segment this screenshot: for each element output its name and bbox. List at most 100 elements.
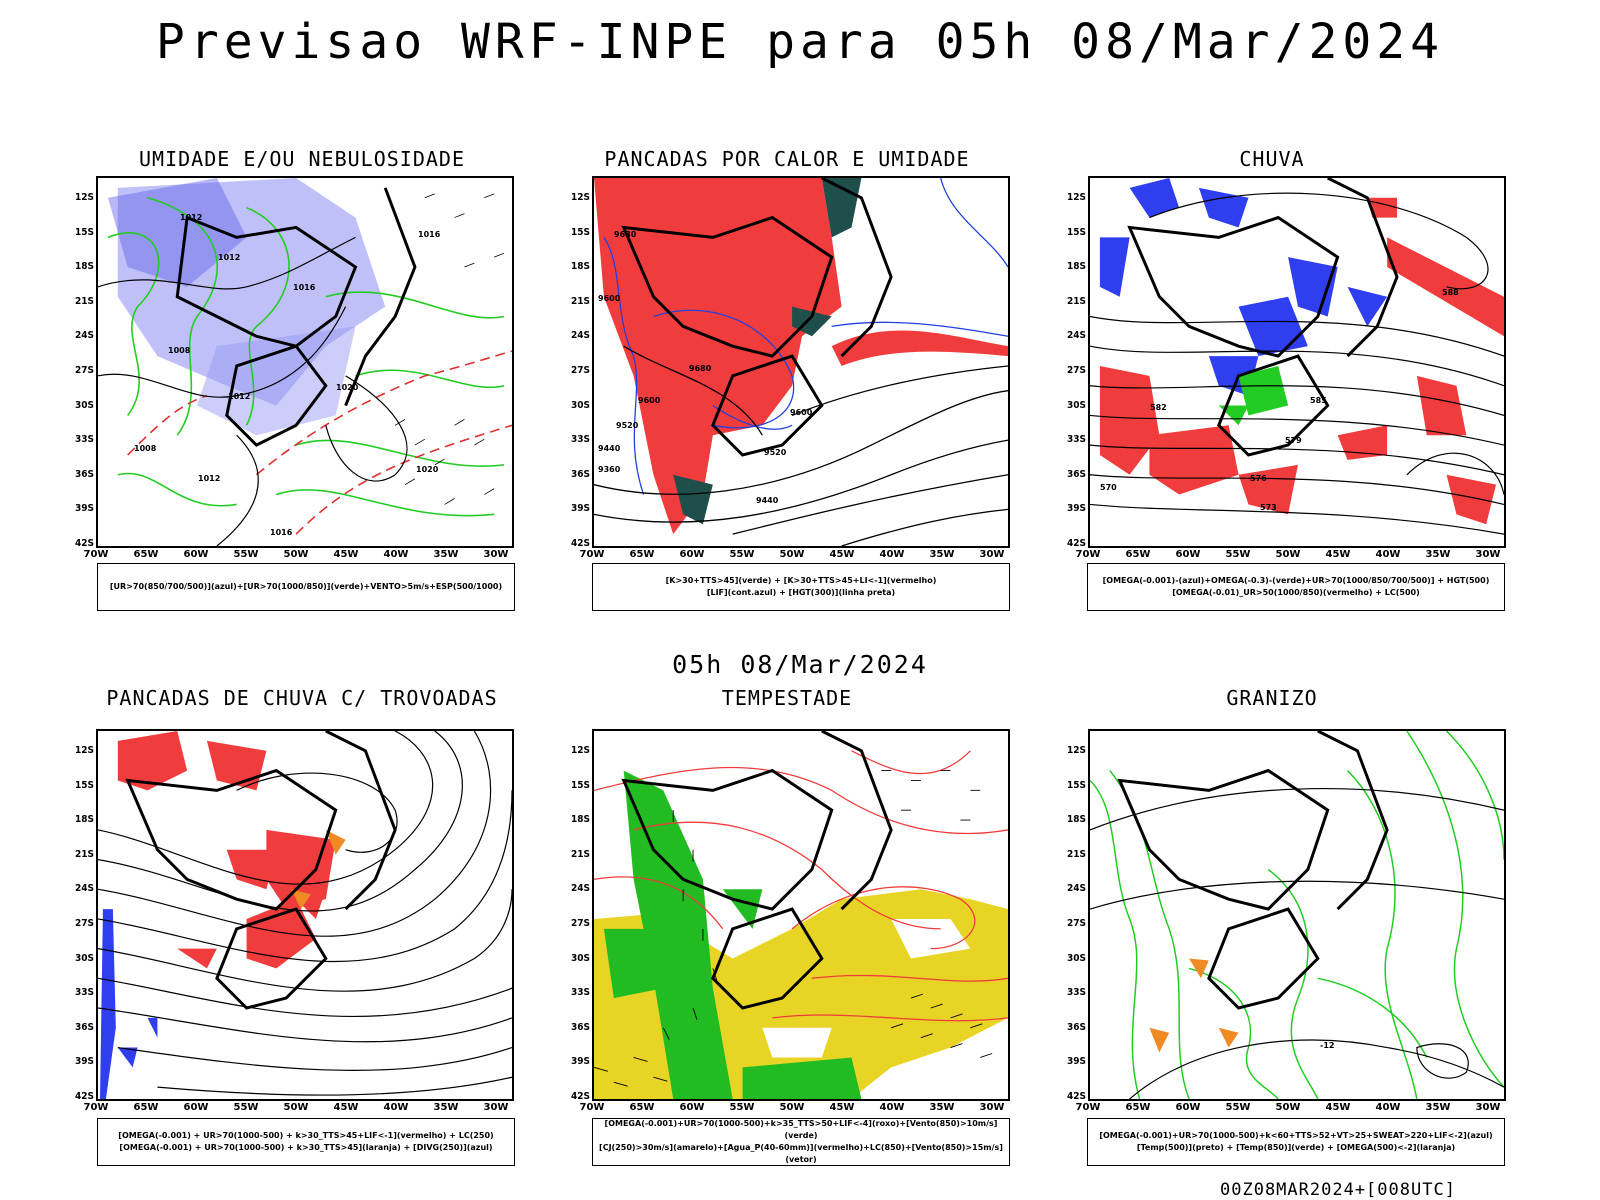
lat-tick-label: 33S [1067,987,1086,999]
contour-label: 9520 [764,448,787,457]
legend-line: [K>30+TTS>45](verde) + [K>30+TTS>45+LI<-… [665,576,937,585]
panel-title-pancadas-calor: PANCADAS POR CALOR E UMIDADE [604,147,970,171]
contour-label: 570 [1100,483,1117,492]
panel-title-granizo: GRANIZO [1226,686,1318,710]
lat-tick-label: 18S [571,814,590,826]
contour-label: 9600 [638,396,661,405]
lon-tick-label: 55W [1225,549,1251,560]
lat-tick-label: 12S [1067,192,1086,203]
lon-tick-label: 55W [233,549,259,560]
lat-tick-label: 18S [1067,814,1086,826]
lon-tick-label: 40W [1375,549,1401,560]
lon-tick-label: 65W [133,549,159,560]
lat-tick-label: 33S [571,434,590,446]
contour-label: 585 [1310,396,1327,405]
lat-tick-label: 27S [571,365,590,376]
lat-tick-label: 39S [1067,1056,1086,1068]
lon-tick-label: 45W [829,549,855,560]
contour-label: 9440 [598,444,621,453]
lon-tick-label: 30W [483,549,509,560]
contour-label: 9680 [614,230,637,239]
map-pancadas-calor[interactable]: 9680 9600 9680 9600 9520 9440 9360 9600 … [592,176,1010,548]
contour-label: 9600 [790,408,813,417]
map-umidade[interactable]: 1012 1012 1016 1016 1008 1012 1020 1020 … [96,176,514,548]
map-umidade-graphic [98,178,512,546]
map-granizo[interactable]: -12 [1088,729,1506,1101]
lon-tick-label: 50W [283,1102,309,1113]
lat-tick-label: 27S [1067,918,1086,929]
lat-tick-label: 12S [75,192,94,203]
legend-trovoadas: [OMEGA(-0.001) + UR>70(1000-500) + k>30_… [97,1118,515,1166]
lat-tick-label: 36S [1067,1021,1086,1033]
lon-tick-label: 40W [383,1102,409,1113]
legend-line: [OMEGA(-0.001)-(azul)+OMEGA(-0.3)-(verde… [1102,576,1490,585]
legend-chuva: [OMEGA(-0.001)-(azul)+OMEGA(-0.3)-(verde… [1087,563,1505,611]
lat-tick-label: 33S [75,987,94,999]
lon-tick-label: 70W [1075,1102,1101,1113]
lon-tick-label: 40W [879,1102,905,1113]
contour-label: 1012 [180,213,203,222]
lat-tick-label: 30S [75,952,94,964]
lon-tick-label: 60W [679,549,705,560]
lat-tick-label: 42S [1067,538,1086,549]
lon-tick-label: 30W [1475,1102,1501,1113]
lat-tick-label: 18S [75,814,94,826]
lon-tick-label: 45W [1325,549,1351,560]
lon-tick-label: 40W [879,549,905,560]
map-tempestade[interactable] [592,729,1010,1101]
lon-tick-label: 65W [629,1102,655,1113]
map-pancadas-calor-graphic [594,178,1008,546]
lat-tick-label: 15S [75,226,94,238]
map-trovoadas[interactable] [96,729,514,1101]
map-chuva[interactable]: 588 585 582 579 576 573 570 [1088,176,1506,548]
lat-tick-label: 24S [75,330,94,342]
lon-tick-label: 50W [779,549,805,560]
lat-tick-label: 18S [1067,261,1086,273]
contour-label: 9600 [598,294,621,303]
contour-label: 1020 [416,465,439,474]
lon-tick-label: 45W [829,1102,855,1113]
contour-label: 1008 [168,346,191,355]
contour-label: 9680 [689,364,712,373]
lat-tick-label: 21S [1067,295,1086,307]
map-trovoadas-graphic [98,731,512,1099]
contour-label: 576 [1250,474,1267,483]
contour-label: 9440 [756,496,779,505]
lon-tick-label: 30W [979,549,1005,560]
lat-tick-label: 12S [1067,745,1086,756]
lon-tick-label: 40W [383,549,409,560]
lat-tick-label: 39S [75,1056,94,1068]
contour-label: 1012 [198,474,221,483]
contour-label: 9360 [598,465,621,474]
legend-line: [CJ(250)>30m/s](amarelo)+[Agua_P(40-60mm… [599,1143,1003,1164]
lon-tick-label: 50W [779,1102,805,1113]
lat-tick-label: 42S [75,1091,94,1102]
lon-tick-label: 60W [1175,1102,1201,1113]
lon-tick-label: 65W [629,549,655,560]
legend-line: [Temp(500)](preto) + [Temp(850)](verde) … [1136,1143,1456,1152]
map-granizo-graphic [1090,731,1504,1099]
lon-tick-label: 45W [333,549,359,560]
map-tempestade-graphic [594,731,1008,1099]
contour-label: 588 [1442,288,1459,297]
lon-tick-label: 30W [979,1102,1005,1113]
legend-line: [LIF](cont.azul) + [HGT(300)](linha pret… [706,588,896,597]
lat-tick-label: 39S [571,503,590,515]
run-timestamp: 00Z08MAR2024+[008UTC] [1220,1180,1456,1200]
lat-tick-label: 39S [75,503,94,515]
lat-tick-label: 33S [75,434,94,446]
lon-tick-label: 55W [233,1102,259,1113]
lon-tick-label: 50W [283,549,309,560]
lon-tick-label: 60W [1175,549,1201,560]
lon-tick-label: 35W [929,549,955,560]
lat-tick-label: 42S [571,1091,590,1102]
lat-tick-label: 42S [1067,1091,1086,1102]
legend-line: [OMEGA(-0.001) + UR>70(1000-500) + k>30_… [119,1143,493,1152]
lon-tick-label: 55W [729,1102,755,1113]
lat-tick-label: 15S [571,779,590,791]
lat-tick-label: 15S [571,226,590,238]
lat-tick-label: 15S [1067,226,1086,238]
lat-tick-label: 30S [571,952,590,964]
forecast-time-label: 05h 08/Mar/2024 [672,650,928,679]
contour-label: 1016 [293,283,316,292]
